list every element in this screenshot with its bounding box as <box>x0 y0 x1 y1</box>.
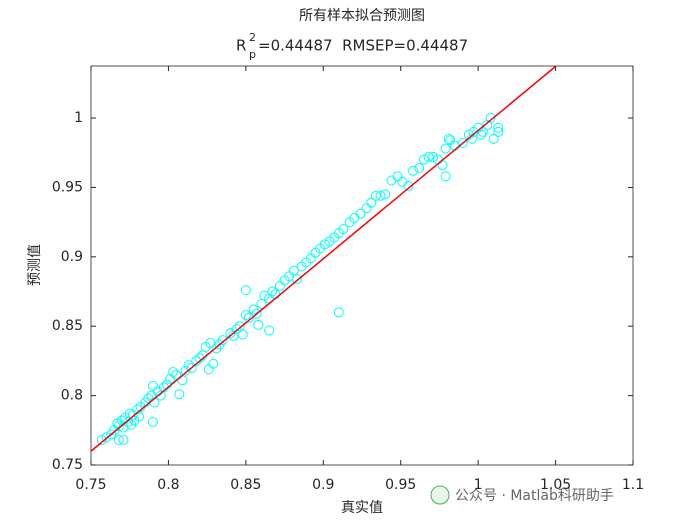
subtitle-sub: p <box>249 48 256 61</box>
x-tick-label: 0.85 <box>230 477 261 493</box>
watermark: 公众号 · Matlab科研助手 <box>455 488 614 504</box>
point <box>186 362 197 373</box>
point <box>493 122 504 133</box>
point <box>488 133 499 144</box>
point <box>240 310 251 321</box>
point <box>118 435 129 446</box>
point <box>476 129 487 140</box>
y-tick-label: 0.9 <box>61 249 83 265</box>
point <box>493 126 504 137</box>
point <box>237 329 248 340</box>
y-tick-label: 1 <box>74 110 83 126</box>
point <box>457 138 468 149</box>
y-axis-label: 预测值 <box>27 244 43 286</box>
y-tick-label: 0.85 <box>52 318 83 334</box>
fit-line <box>90 65 557 452</box>
point <box>240 285 251 296</box>
point <box>408 165 419 176</box>
point <box>375 190 386 201</box>
y-tick-label: 0.8 <box>61 388 83 404</box>
subtitle-symbol: R <box>236 37 246 55</box>
point <box>113 421 124 432</box>
subtitle-sup: 2 <box>249 31 256 44</box>
point <box>485 113 496 124</box>
point <box>445 135 456 146</box>
point <box>333 307 344 318</box>
point <box>443 133 454 144</box>
point <box>414 163 425 174</box>
point <box>267 286 278 297</box>
point <box>380 189 391 200</box>
point <box>174 389 185 400</box>
point <box>180 365 191 376</box>
x-tick-label: 0.9 <box>312 477 334 493</box>
point <box>217 335 228 346</box>
point <box>403 181 414 192</box>
point <box>291 274 302 285</box>
point <box>208 358 219 369</box>
point <box>243 312 254 323</box>
watermark-icon <box>430 485 450 505</box>
point <box>168 367 179 378</box>
point <box>264 325 275 336</box>
point <box>147 416 158 427</box>
plot-frame <box>90 65 634 466</box>
point <box>171 369 182 380</box>
point <box>231 323 242 334</box>
point <box>440 171 451 182</box>
y-tick-label: 0.95 <box>52 179 83 195</box>
y-tick-label: 0.75 <box>52 457 83 473</box>
x-axis-label: 真实值 <box>341 500 383 516</box>
x-tick-label: 0.75 <box>75 477 106 493</box>
point <box>482 119 493 130</box>
point <box>253 319 264 330</box>
subtitle-text: =0.44487 RMSEP=0.44487 <box>258 37 468 55</box>
x-tick-label: 1.05 <box>540 477 571 493</box>
point <box>366 197 377 208</box>
x-tick-label: 1.1 <box>622 477 644 493</box>
point <box>440 143 451 154</box>
x-tick-label: 1 <box>474 477 483 493</box>
point <box>423 151 434 162</box>
point <box>355 208 366 219</box>
point <box>251 308 262 319</box>
x-tick-label: 0.95 <box>385 477 416 493</box>
chart-title: 所有样本拟合预测图 <box>299 8 425 24</box>
point <box>113 435 124 446</box>
x-tick-label: 0.8 <box>157 477 179 493</box>
point <box>338 224 349 235</box>
